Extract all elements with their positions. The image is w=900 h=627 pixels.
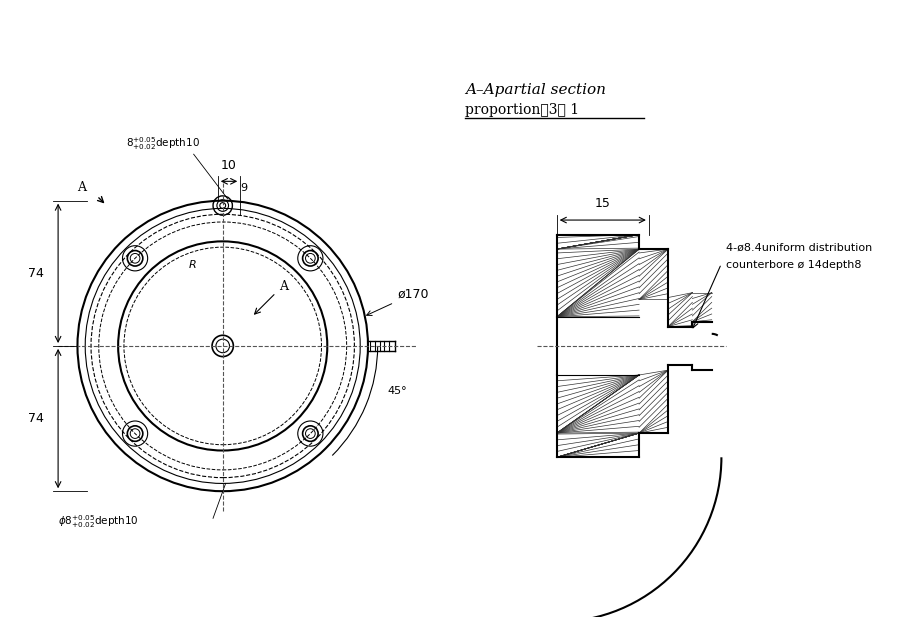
Text: 4-ø8.4uniform distribution: 4-ø8.4uniform distribution bbox=[726, 243, 872, 253]
Text: ø170: ø170 bbox=[366, 288, 428, 315]
Text: $\phi8^{+0.05}_{+0.02}$depth10: $\phi8^{+0.05}_{+0.02}$depth10 bbox=[58, 514, 139, 530]
Text: 45°: 45° bbox=[387, 386, 407, 396]
Text: R: R bbox=[189, 260, 196, 270]
Text: 15: 15 bbox=[595, 198, 611, 211]
Text: $8^{+0.05}_{+0.02}$depth10: $8^{+0.05}_{+0.02}$depth10 bbox=[126, 135, 200, 152]
Text: A–Apartial section: A–Apartial section bbox=[464, 83, 606, 97]
Text: counterbore ø 14depth8: counterbore ø 14depth8 bbox=[726, 260, 862, 270]
Text: proportion眂3： 1: proportion眂3： 1 bbox=[464, 103, 579, 117]
Text: A: A bbox=[279, 280, 288, 293]
Text: 74: 74 bbox=[28, 412, 43, 425]
Text: 74: 74 bbox=[28, 267, 43, 280]
Text: 9: 9 bbox=[240, 183, 248, 193]
Text: A: A bbox=[77, 181, 86, 194]
Text: 10: 10 bbox=[221, 159, 237, 172]
